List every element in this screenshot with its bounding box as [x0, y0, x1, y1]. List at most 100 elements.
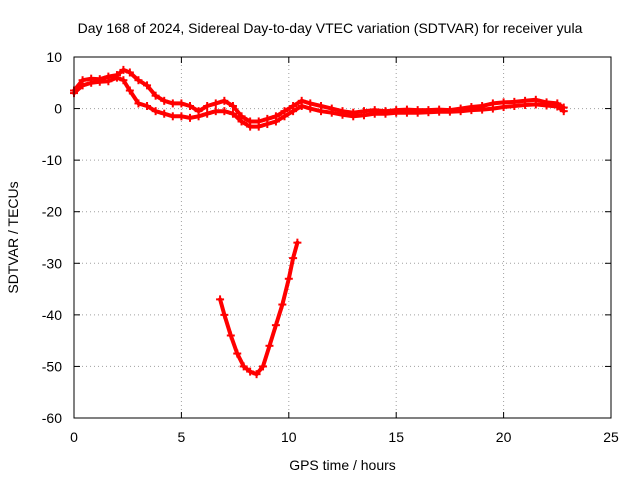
data-point	[203, 109, 212, 118]
data-point	[559, 107, 568, 116]
x-axis-label: GPS time / hours	[289, 457, 396, 473]
data-point	[220, 107, 229, 116]
x-tick-label: 20	[496, 429, 512, 445]
y-tick-label: -50	[42, 358, 62, 374]
data-point	[278, 300, 287, 309]
data-point	[87, 78, 96, 87]
x-tick-label: 25	[603, 429, 619, 445]
data-point	[220, 310, 229, 319]
y-axis-label: SDTVAR / TECUs	[5, 181, 21, 293]
data-point	[553, 102, 562, 111]
data-point	[134, 76, 143, 85]
data-point	[467, 106, 476, 115]
data-point	[381, 109, 390, 118]
data-point	[143, 101, 152, 110]
data-point	[413, 108, 422, 117]
x-tick-label: 10	[281, 429, 297, 445]
data-point	[510, 101, 519, 110]
data-point	[293, 238, 302, 247]
data-point	[349, 112, 358, 121]
data-point	[478, 105, 487, 114]
data-point	[265, 341, 274, 350]
data-point	[317, 107, 326, 116]
data-point	[488, 104, 497, 113]
data-point	[95, 77, 104, 86]
data-point	[338, 110, 347, 119]
data-layer	[70, 65, 568, 379]
data-point	[289, 254, 298, 263]
data-point	[239, 362, 248, 371]
data-point	[280, 112, 289, 121]
data-point	[263, 120, 272, 129]
data-point	[246, 367, 255, 376]
data-point	[246, 122, 255, 131]
data-point	[499, 103, 508, 112]
data-point	[160, 96, 169, 105]
data-point	[226, 331, 235, 340]
data-point	[185, 101, 194, 110]
data-point	[216, 295, 225, 304]
data-point	[220, 96, 229, 105]
data-point	[177, 99, 186, 108]
data-point	[289, 107, 298, 116]
chart-title: Day 168 of 2024, Sidereal Day-to-day VTE…	[78, 20, 583, 36]
data-point	[237, 117, 246, 126]
data-point	[168, 112, 177, 121]
data-point	[445, 107, 454, 116]
data-point	[143, 81, 152, 90]
data-point	[306, 104, 315, 113]
plot-frame	[73, 56, 612, 419]
data-point	[134, 99, 143, 108]
data-point	[151, 107, 160, 116]
data-point	[228, 109, 237, 118]
data-point	[119, 65, 128, 74]
data-point	[370, 109, 379, 118]
data-point	[233, 349, 242, 358]
x-tick-label: 15	[388, 429, 404, 445]
y-tick-label: -10	[42, 152, 62, 168]
data-point	[185, 113, 194, 122]
data-point	[78, 81, 87, 90]
data-point	[435, 107, 444, 116]
data-point	[327, 108, 336, 117]
data-point	[254, 122, 263, 131]
data-point	[271, 321, 280, 330]
y-tick-label: 0	[54, 101, 62, 117]
data-point	[112, 73, 121, 82]
y-tick-label: 10	[46, 49, 62, 65]
data-point	[542, 101, 551, 110]
data-point	[104, 77, 113, 86]
data-point	[228, 101, 237, 110]
data-point	[125, 86, 134, 95]
data-point	[211, 99, 220, 108]
data-point	[402, 108, 411, 117]
data-point	[119, 76, 128, 85]
x-tick-label: 0	[70, 429, 78, 445]
x-tick-label: 5	[178, 429, 186, 445]
data-point	[531, 100, 540, 109]
data-point	[151, 91, 160, 100]
data-point	[211, 107, 220, 116]
data-point	[203, 101, 212, 110]
y-tick-label: -40	[42, 307, 62, 323]
data-point	[424, 108, 433, 117]
y-tick-label: -20	[42, 204, 62, 220]
y-tick-label: -60	[42, 410, 62, 426]
data-point	[297, 101, 306, 110]
data-point	[359, 111, 368, 120]
data-point	[284, 274, 293, 283]
data-point	[194, 112, 203, 121]
data-point	[160, 109, 169, 118]
data-point	[168, 99, 177, 108]
series-line-secondary-arc	[218, 240, 300, 377]
data-point	[252, 370, 261, 379]
tick-layer: 0 5 10 15 20 25 10 0 -10 -20 -30 -40 -50 -60	[42, 49, 619, 445]
data-point	[125, 68, 134, 77]
data-point	[259, 362, 268, 371]
data-point	[521, 100, 530, 109]
data-point	[177, 112, 186, 121]
data-point	[392, 108, 401, 117]
